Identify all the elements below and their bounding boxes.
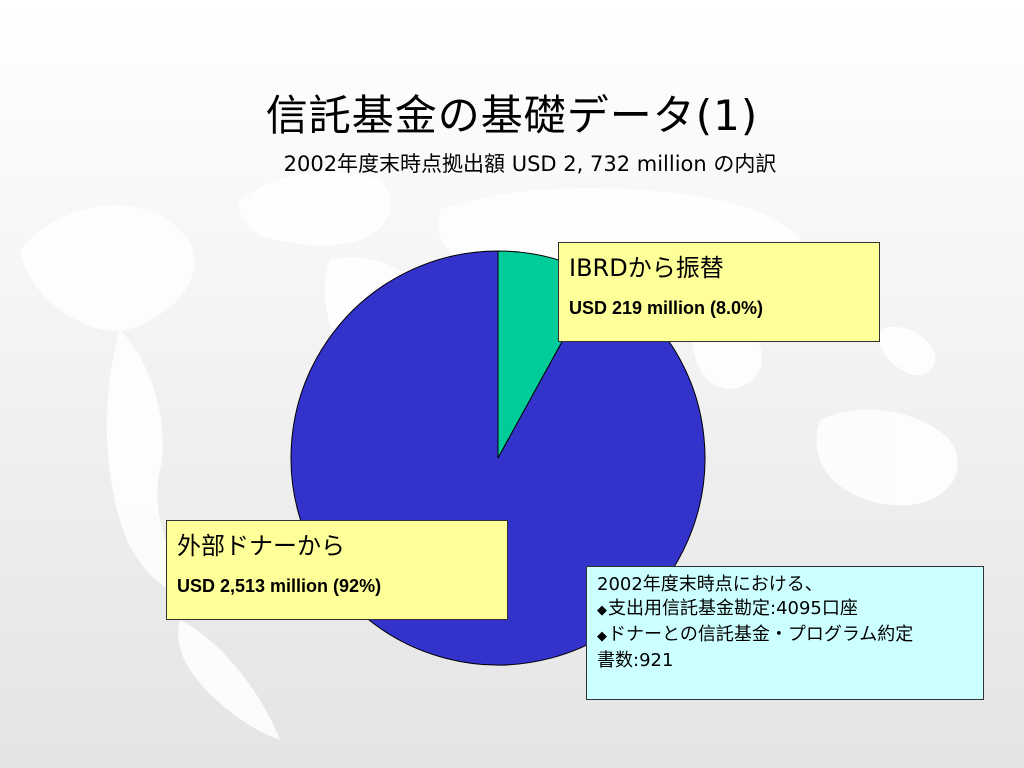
diamond-bullet-icon: ◆ xyxy=(597,629,607,644)
ibrd-label-heading: IBRDから振替 xyxy=(569,254,724,282)
notes-line-2: ◆支出用信託基金勘定:4095口座 xyxy=(597,597,983,623)
notes-line-2-text: 支出用信託基金勘定:4095口座 xyxy=(608,598,858,619)
notes-line-4: 書数:921 xyxy=(597,650,674,671)
slide-title: 信託基金の基礎データ(1) xyxy=(265,91,759,140)
donor-label-value: USD 2,513 million (92%) xyxy=(177,576,382,596)
notes-box: 2002年度末時点における、 ◆支出用信託基金勘定:4095口座 ◆ドナーとの信… xyxy=(586,566,984,700)
donor-label-box: 外部ドナーから USD 2,513 million (92%) xyxy=(166,520,508,620)
notes-line-1: 2002年度末時点における、 xyxy=(597,574,823,595)
notes-line-3-text: ドナーとの信託基金・プログラム約定 xyxy=(608,624,914,645)
ibrd-label-box: IBRDから振替 USD 219 million (8.0%) xyxy=(558,242,880,342)
ibrd-label-value: USD 219 million (8.0%) xyxy=(569,298,764,318)
diamond-bullet-icon: ◆ xyxy=(597,603,607,618)
slide-subtitle: 2002年度末時点拠出額 USD 2, 732 million の内訳 xyxy=(283,152,777,176)
donor-label-heading: 外部ドナーから xyxy=(177,532,345,560)
notes-line-3: ◆ドナーとの信託基金・プログラム約定 xyxy=(597,623,983,649)
